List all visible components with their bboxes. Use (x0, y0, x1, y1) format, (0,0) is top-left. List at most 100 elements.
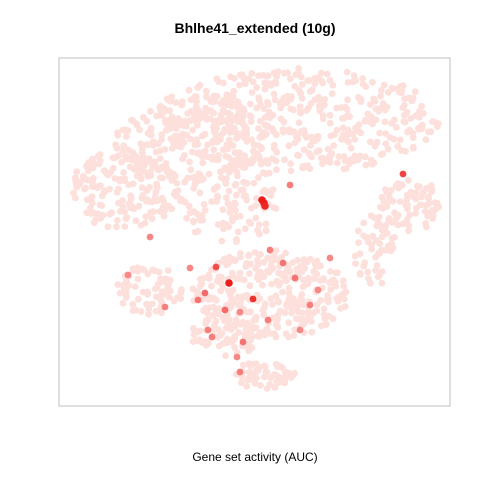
cell-point (189, 148, 196, 156)
cell-point (256, 295, 264, 303)
cell-point (326, 111, 334, 119)
cell-point (160, 212, 168, 220)
cell-point (412, 210, 419, 217)
cell-point (371, 142, 379, 150)
cell-point (255, 94, 263, 101)
cell-point (282, 330, 290, 337)
cell-point (273, 277, 281, 285)
cell-point (212, 197, 220, 205)
cell-point (190, 185, 198, 192)
cell-point (125, 181, 133, 189)
cell-point (270, 251, 278, 258)
cell-point (153, 197, 161, 205)
cell-point (287, 105, 295, 113)
cell-point (94, 210, 102, 218)
cell-point (352, 124, 359, 132)
cell-point (259, 133, 267, 141)
cell-point (200, 201, 208, 208)
cell-point (241, 225, 249, 233)
cell-point (399, 104, 407, 111)
cell-point (261, 300, 269, 308)
cell-point (243, 343, 251, 351)
cell-point (409, 134, 417, 142)
high-activity-point (326, 254, 334, 262)
cell-point (205, 275, 213, 282)
cell-point (221, 125, 229, 133)
cell-point (275, 298, 283, 306)
cell-point (255, 125, 262, 132)
cell-point (261, 363, 269, 371)
cell-point (268, 264, 276, 272)
cell-point (294, 303, 301, 311)
cell-point (347, 144, 355, 152)
cell-point (170, 139, 177, 147)
cell-point (124, 127, 132, 135)
cell-point (279, 288, 286, 296)
cell-point (207, 107, 215, 115)
cell-point (267, 374, 275, 382)
cell-point (185, 203, 193, 210)
cell-point (380, 81, 388, 89)
cell-point (233, 150, 241, 158)
cell-point (283, 303, 291, 310)
cell-point (389, 197, 397, 205)
cell-point (114, 129, 121, 137)
cell-point (308, 328, 316, 336)
cell-point (209, 312, 217, 319)
cell-point (313, 307, 321, 315)
cell-point (357, 96, 365, 104)
high-activity-point (264, 316, 272, 324)
cell-point (198, 280, 206, 288)
cell-point (253, 194, 260, 202)
cell-point (196, 150, 203, 158)
cell-point (186, 209, 194, 217)
cell-point (362, 161, 370, 169)
cell-point (337, 305, 345, 312)
cell-point (210, 294, 218, 302)
cell-point (235, 329, 243, 336)
cell-point (243, 125, 250, 132)
cell-point (332, 269, 340, 277)
cell-point (219, 206, 227, 214)
cell-point (172, 99, 180, 106)
cell-point (234, 172, 241, 180)
cell-point (214, 277, 222, 285)
cell-point (327, 132, 335, 140)
points-layer (70, 65, 443, 392)
cell-point (220, 256, 227, 264)
highlights-layer (124, 170, 407, 376)
cell-point (431, 118, 438, 126)
cell-point (86, 204, 94, 212)
cell-point (317, 154, 325, 162)
cell-point (83, 209, 91, 217)
cell-point (341, 103, 349, 111)
cell-point (255, 251, 263, 258)
cell-point (255, 221, 263, 229)
high-activity-point (249, 295, 257, 303)
cell-point (104, 223, 112, 231)
cell-point (157, 279, 164, 286)
cell-point (224, 145, 232, 153)
cell-point (404, 205, 411, 213)
cell-point (292, 71, 300, 78)
cell-point (280, 273, 287, 280)
cell-point (262, 227, 270, 234)
cell-point (362, 83, 370, 90)
cell-point (375, 213, 383, 221)
cell-point (402, 148, 409, 155)
cell-point (392, 123, 400, 131)
cell-point (264, 267, 271, 275)
cell-point (316, 277, 324, 284)
cell-point (234, 293, 242, 301)
cell-point (270, 204, 277, 211)
cell-point (281, 309, 289, 317)
high-activity-point (212, 263, 220, 271)
cell-point (225, 316, 233, 323)
cell-point (412, 112, 420, 120)
cell-point (244, 376, 251, 384)
cell-point (145, 310, 152, 318)
cell-point (324, 292, 331, 299)
cell-point (246, 282, 254, 290)
cell-point (259, 281, 266, 289)
high-activity-point (399, 170, 407, 178)
